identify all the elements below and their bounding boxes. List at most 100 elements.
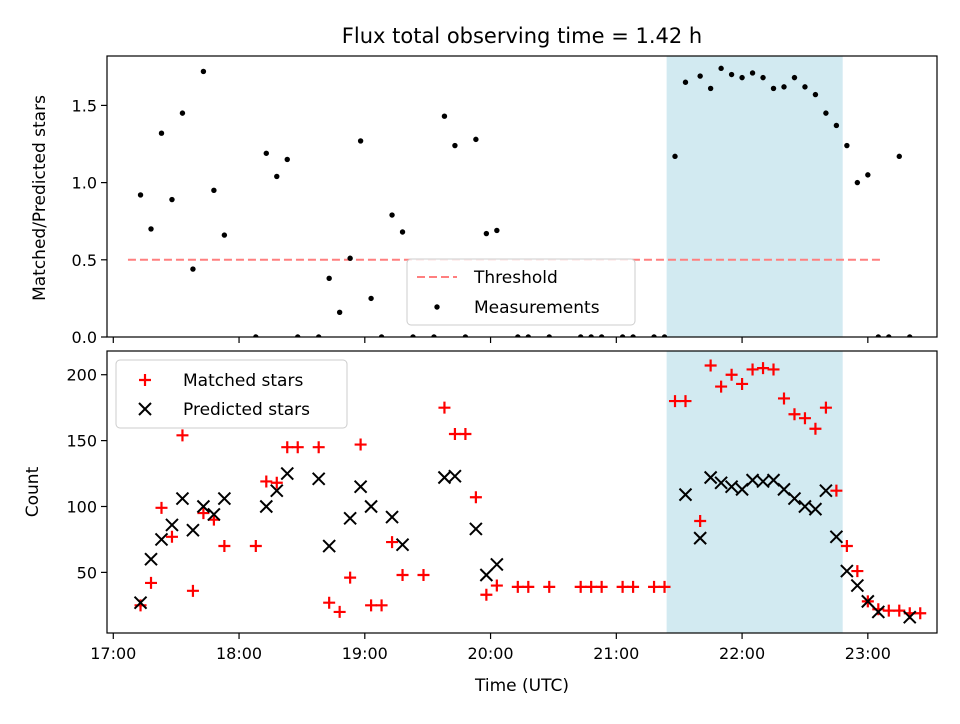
legend-frame [406, 258, 636, 326]
data-point [749, 70, 756, 76]
data-point [840, 540, 853, 553]
bottom-y-tick-label: 100 [66, 497, 97, 516]
bottom-y-tick-label: 50 [77, 563, 97, 582]
data-point [490, 579, 503, 592]
data-point [574, 580, 587, 593]
bottom-y-tick-label: 150 [66, 432, 97, 451]
data-point [882, 604, 895, 617]
data-point [829, 530, 844, 544]
data-point [812, 91, 819, 98]
data-point [354, 438, 367, 451]
bottom-panel: 50 100 150 200 17:00 18:00 19:00 20:00 21:00 22:0… [66, 350, 938, 663]
top-y-axis-label: Matched/Predicted stars [30, 95, 50, 301]
bottom-legend: Matched stars Predicted stars [115, 359, 348, 429]
data-point [875, 334, 882, 337]
data-point [155, 501, 168, 514]
data-point [270, 483, 284, 498]
data-point [861, 594, 875, 609]
data-point [365, 599, 378, 612]
data-point [473, 136, 479, 143]
data-point [781, 84, 787, 90]
data-point [651, 334, 657, 337]
data-point [588, 334, 594, 337]
data-point [907, 334, 913, 337]
data-point [326, 275, 332, 282]
legend-frame [115, 359, 348, 429]
data-point [914, 607, 927, 620]
legend-matched-swatch [139, 374, 151, 386]
data-point [840, 564, 854, 578]
x-tick-label: 21:00 [593, 644, 639, 663]
data-point [323, 596, 336, 609]
data-point [522, 580, 535, 593]
data-point [886, 334, 892, 337]
data-point [452, 142, 458, 149]
data-point [682, 79, 689, 85]
data-point [260, 475, 273, 488]
data-point [375, 599, 388, 612]
data-point [186, 523, 200, 537]
data-point [263, 150, 269, 156]
data-point [284, 156, 290, 163]
data-point [707, 85, 714, 92]
data-point [798, 412, 811, 425]
bottom-axes-frame [106, 350, 938, 634]
data-point [788, 408, 801, 421]
bottom-observing-window [666, 351, 843, 633]
data-point [844, 142, 850, 149]
data-point [311, 472, 326, 486]
data-point [364, 499, 378, 514]
data-point [585, 580, 598, 593]
x-tick-label: 17:00 [90, 644, 136, 663]
data-point [196, 499, 211, 514]
chart-title: Flux total observing time = 1.42 h [342, 24, 702, 48]
data-point [777, 392, 790, 405]
data-point [724, 480, 739, 494]
data-point [217, 491, 232, 506]
data-point [145, 576, 158, 589]
data-point [736, 377, 749, 390]
data-point [823, 110, 829, 116]
data-point [648, 580, 661, 593]
x-tick-label: 23:00 [845, 644, 891, 663]
data-point [525, 334, 531, 337]
data-point [207, 507, 221, 522]
data-point [483, 230, 490, 237]
data-point [218, 540, 231, 553]
data-point [448, 469, 462, 483]
data-point [661, 334, 668, 337]
data-point [511, 580, 524, 593]
data-point [179, 110, 186, 116]
data-point [704, 359, 717, 372]
bottom-plot-area [133, 351, 927, 633]
data-point [270, 476, 283, 489]
data-point [770, 85, 777, 92]
data-point [830, 484, 843, 497]
x-tick-label: 20:00 [468, 644, 514, 663]
data-point [312, 441, 325, 454]
data-point [357, 138, 364, 144]
data-point [221, 232, 228, 238]
data-point [872, 603, 885, 616]
data-point [715, 380, 728, 393]
top-plot-area [127, 56, 913, 337]
data-point [353, 480, 368, 494]
data-point [274, 173, 280, 180]
data-point [200, 68, 207, 75]
data-point [833, 122, 840, 129]
data-point [399, 229, 406, 235]
data-point [431, 334, 437, 337]
data-point [280, 466, 294, 481]
data-point [703, 470, 718, 485]
data-point [616, 580, 629, 593]
data-point [515, 334, 521, 337]
data-point [893, 604, 906, 617]
top-observing-window [666, 56, 843, 337]
data-point [158, 130, 165, 136]
data-point [760, 74, 766, 81]
data-point [577, 334, 584, 337]
data-point [134, 599, 147, 612]
data-point [672, 153, 678, 160]
